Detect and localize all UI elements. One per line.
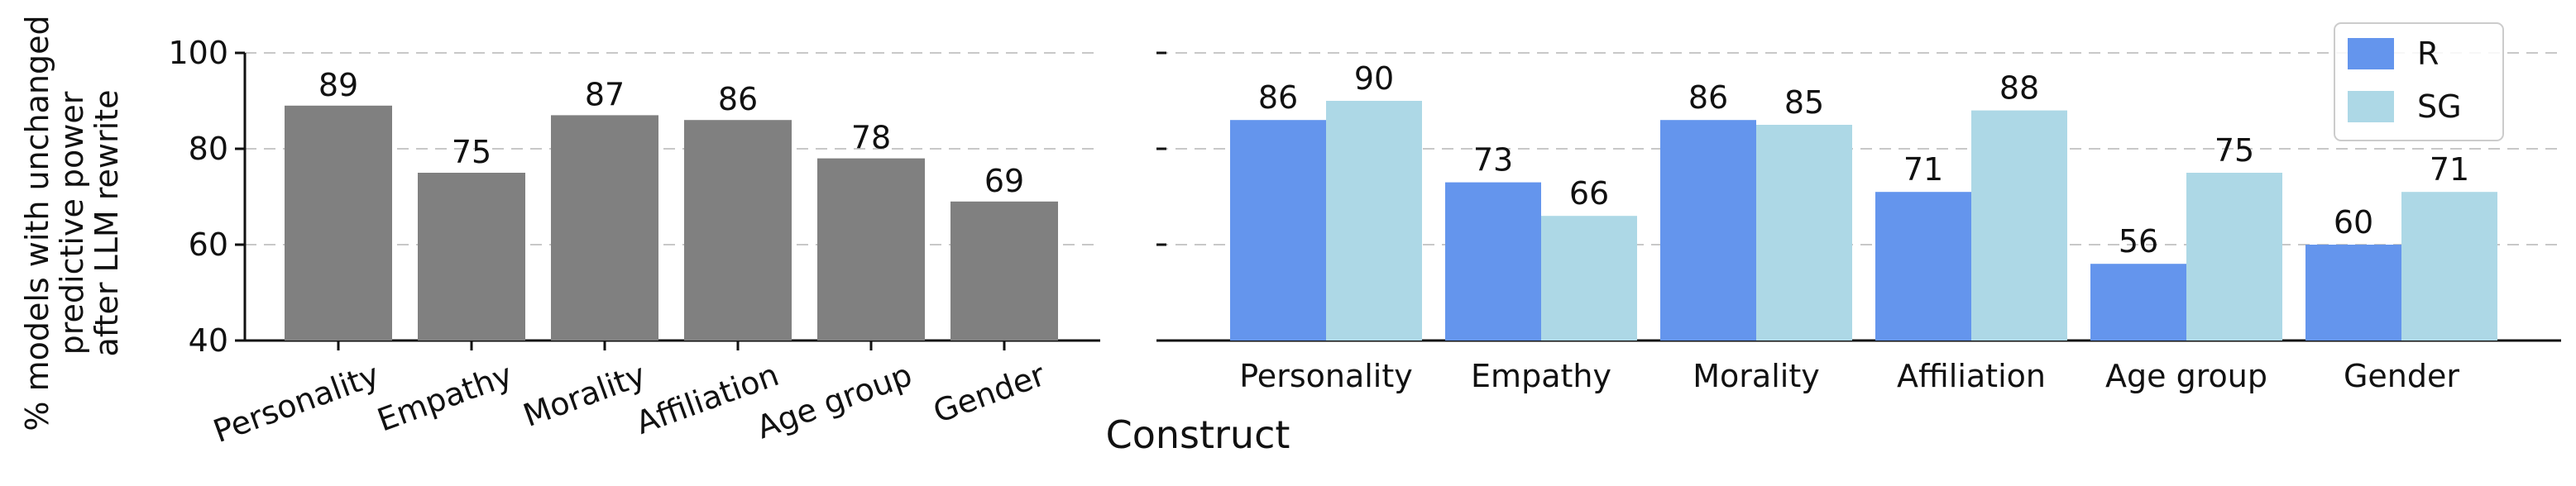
left-bar-value-label: 78 — [851, 120, 891, 156]
legend-label-sg: SG — [2417, 88, 2462, 125]
y-axis-label-line-3: after LLM rewrite — [89, 90, 125, 357]
y-axis-label: % models with unchanged predictive power… — [19, 15, 125, 431]
right-bar-value-label: 75 — [2214, 132, 2254, 169]
right-bar-value-label: 73 — [1473, 142, 1513, 179]
right-bar-sg — [2401, 192, 2497, 341]
right-panel: 86 90 Personality 73 66 Empathy 86 85 Morality 71… — [1156, 51, 2561, 394]
left-bar-value-label: 87 — [585, 76, 625, 112]
right-bar-sg — [1971, 110, 2067, 341]
left-bar — [285, 105, 392, 341]
right-bar-sg — [1756, 125, 1852, 341]
left-bar — [950, 201, 1058, 341]
right-x-tick-label: Empathy — [1471, 358, 1611, 394]
legend: R SG — [2334, 22, 2504, 141]
right-bar-value-label: 85 — [1784, 84, 1824, 121]
right-bar-value-label: 86 — [1258, 79, 1298, 116]
right-bar-sg — [1326, 101, 1422, 341]
left-x-tick-label: Gender — [928, 356, 1050, 430]
left-y-tick-label: 80 — [189, 131, 228, 167]
left-bar — [418, 173, 525, 341]
legend-swatch-sg — [2348, 91, 2394, 122]
right-bar-value-label: 86 — [1688, 79, 1728, 116]
left-y-tick-label: 40 — [189, 322, 228, 359]
left-bar-value-label: 69 — [984, 163, 1024, 199]
right-bar-value-label: 71 — [1903, 151, 1943, 188]
right-x-tick-label: Gender — [2344, 358, 2459, 394]
right-bar-r — [2305, 245, 2401, 341]
right-bar-r — [1875, 192, 1971, 341]
left-bar — [551, 115, 658, 341]
left-bar-value-label: 89 — [318, 67, 358, 103]
left-bar — [817, 158, 925, 341]
right-bar-value-label: 90 — [1354, 60, 1394, 97]
right-x-tick-label: Affiliation — [1897, 358, 2046, 394]
right-bar-value-label: 88 — [1999, 70, 2039, 107]
left-x-tick-label: Personality — [208, 356, 384, 450]
left-bar — [684, 120, 792, 341]
right-bar-r — [2090, 264, 2186, 341]
right-x-tick-label: Morality — [1693, 358, 1819, 394]
x-axis-label: Construct — [1106, 412, 1290, 457]
right-x-tick-label: Personality — [1239, 358, 1412, 394]
left-y-tick-label: 60 — [189, 226, 228, 263]
left-y-tick-label: 100 — [168, 35, 228, 71]
right-bar-r — [1445, 182, 1541, 341]
right-bar-value-label: 56 — [2119, 223, 2158, 260]
y-axis-label-line-1: % models with unchanged — [19, 15, 55, 431]
right-bar-sg — [1541, 216, 1637, 341]
right-bar-r — [1660, 120, 1756, 341]
legend-swatch-r — [2348, 38, 2394, 69]
right-bar-r — [1230, 120, 1326, 341]
right-bar-value-label: 66 — [1569, 175, 1609, 212]
left-x-tick-label: Age group — [752, 356, 917, 446]
right-bar-value-label: 71 — [2430, 151, 2469, 188]
right-bar-sg — [2186, 173, 2282, 341]
left-bar-value-label: 75 — [452, 134, 491, 170]
left-x-tick-label: Empathy — [372, 356, 517, 438]
y-axis-label-line-2: predictive power — [54, 91, 90, 355]
legend-label-r: R — [2417, 36, 2439, 72]
left-bar-value-label: 86 — [718, 81, 758, 117]
right-x-tick-label: Age group — [2105, 358, 2267, 394]
left-panel: 40 60 80 100 89 Personality 75 Empathy 87 Moralit… — [168, 35, 1100, 450]
left-x-tick-label: Morality — [519, 356, 650, 434]
right-bar-value-label: 60 — [2334, 204, 2373, 241]
